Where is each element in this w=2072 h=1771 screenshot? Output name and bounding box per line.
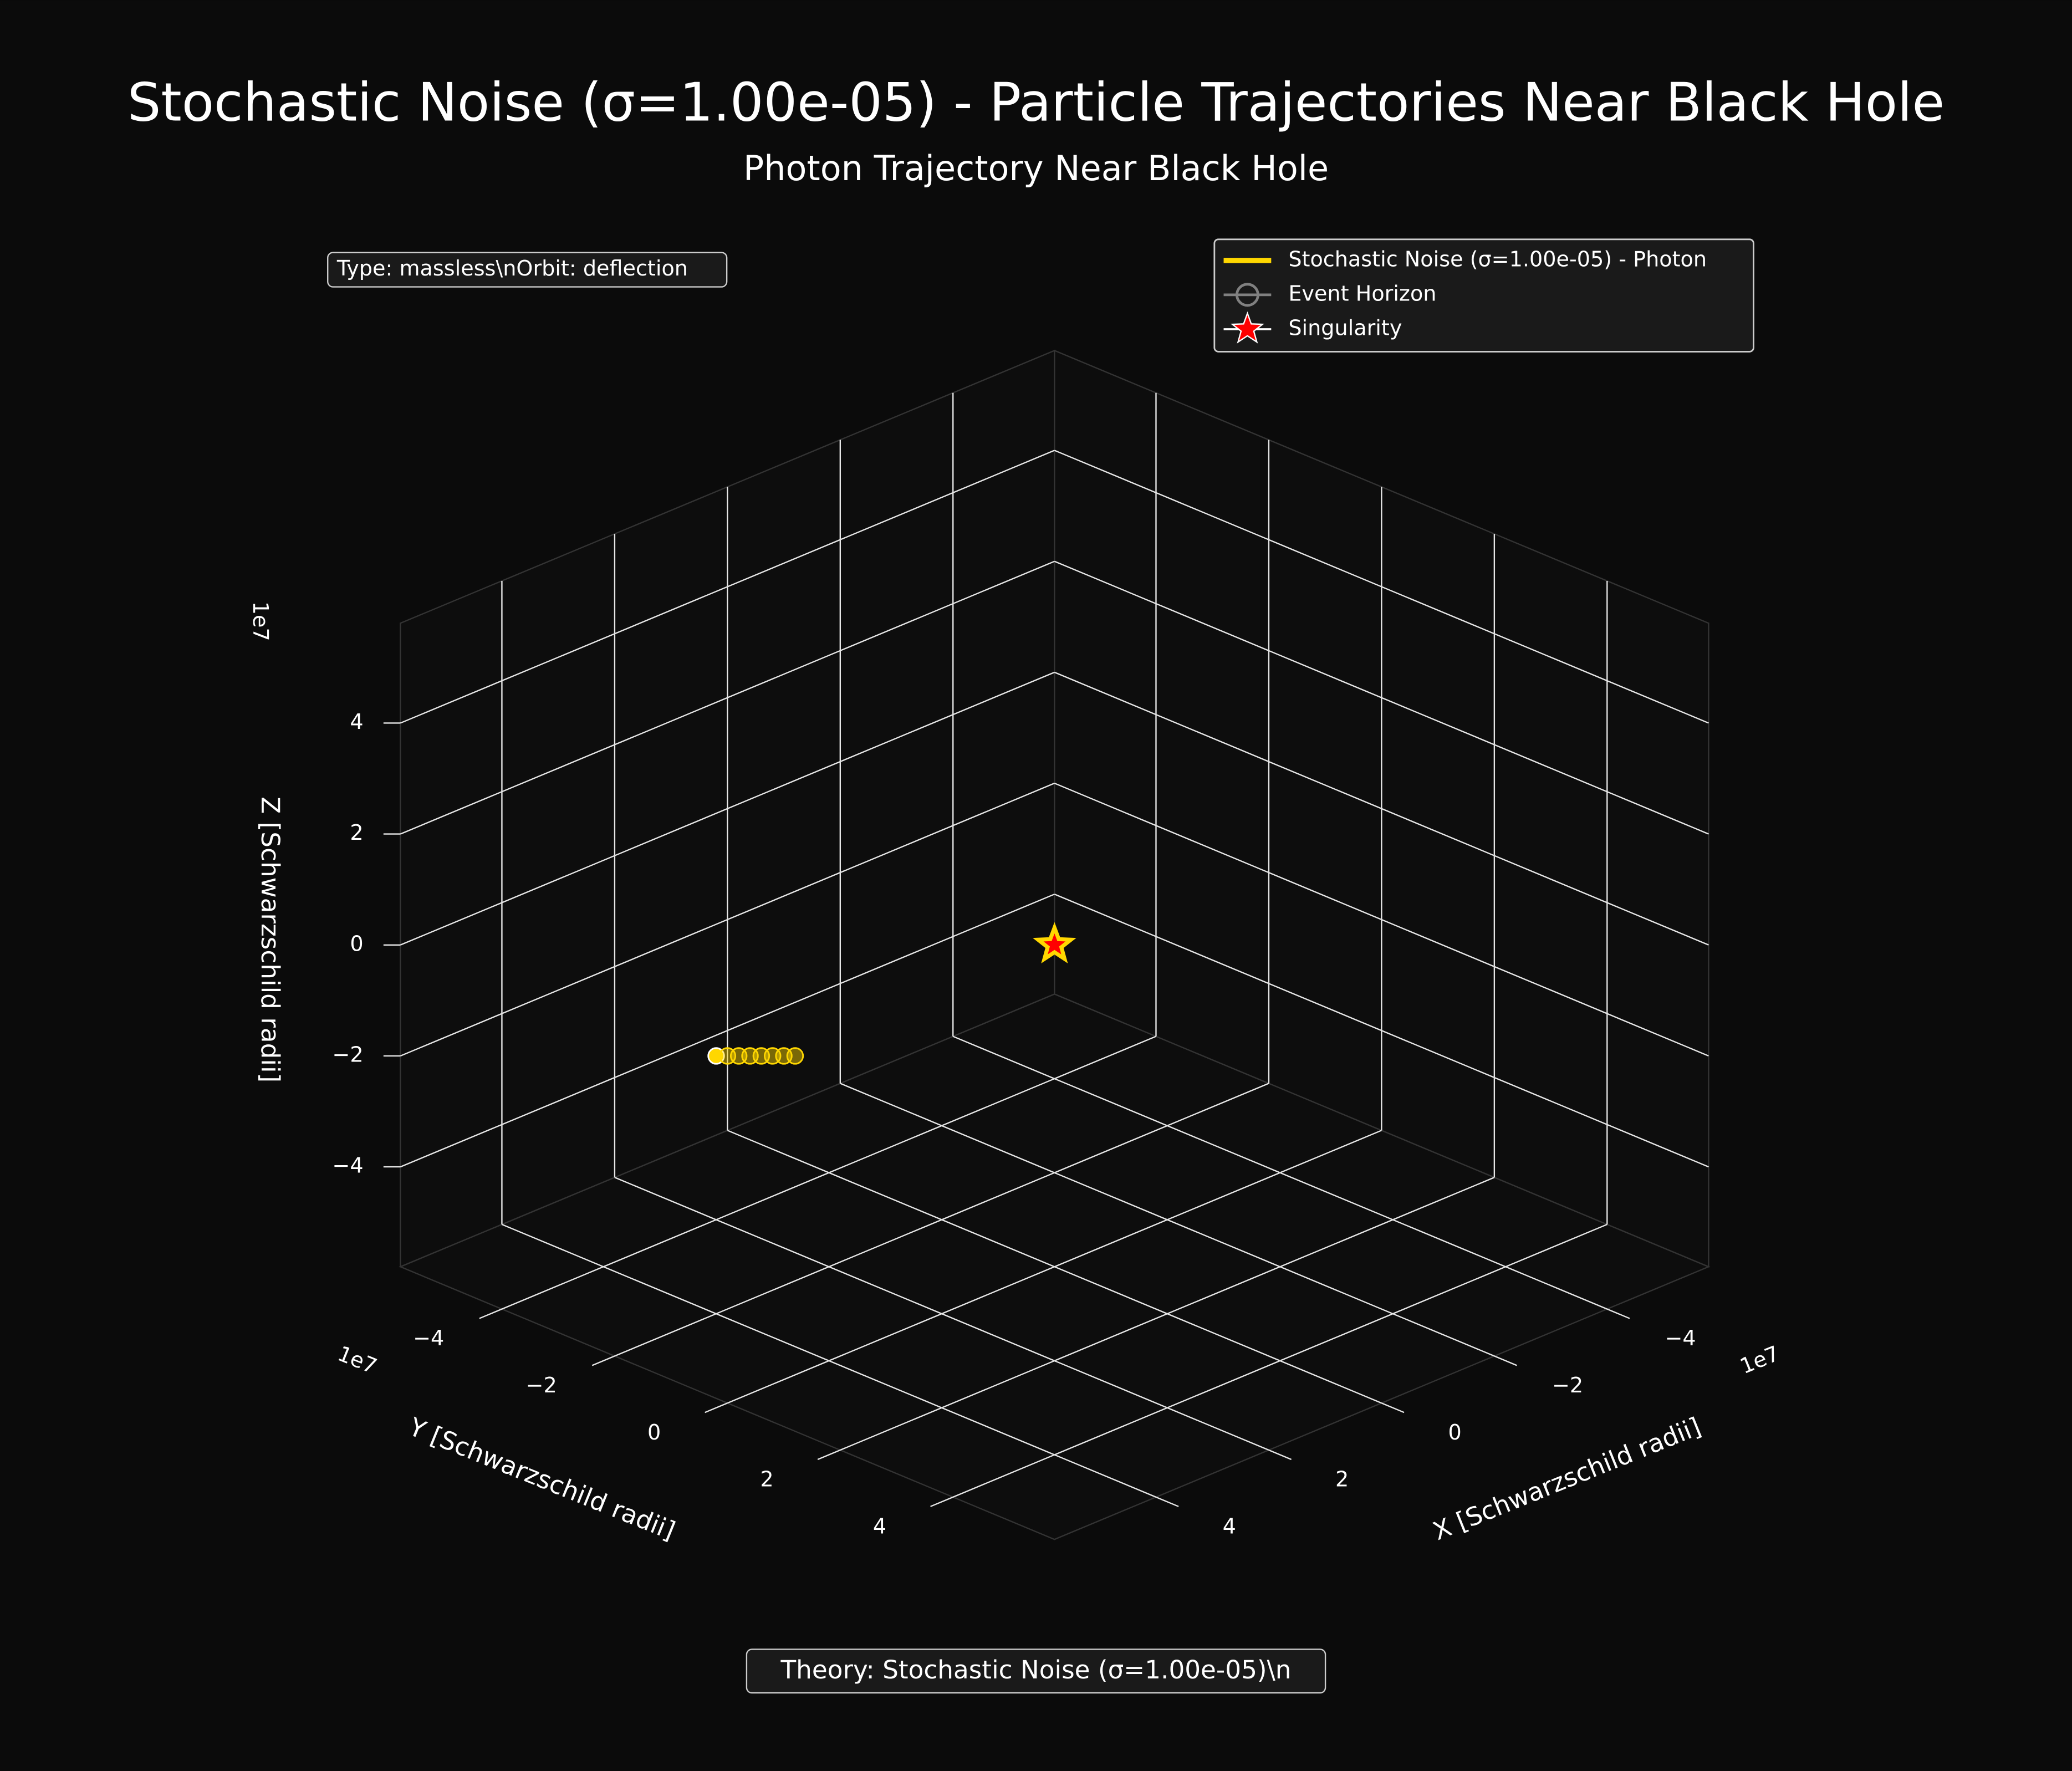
z-axis-label: Z [Schwarzschild radii] bbox=[256, 797, 285, 1083]
annotation: Type: massless\nOrbit: deflection bbox=[336, 256, 688, 280]
y-tick-label: 2 bbox=[760, 1467, 773, 1492]
tick-mark bbox=[930, 1496, 953, 1507]
legend: Stochastic Noise (σ=1.00e-05) - Photon Ev… bbox=[1213, 238, 1754, 353]
tick-mark bbox=[591, 1355, 615, 1366]
tick-mark bbox=[1606, 1308, 1630, 1319]
grid-line bbox=[952, 1223, 1607, 1498]
tick-mark bbox=[1268, 1449, 1292, 1461]
grid-line bbox=[400, 560, 1055, 835]
x-tick-label: −4 bbox=[1665, 1326, 1696, 1350]
tick-mark bbox=[705, 1402, 728, 1413]
y-tick-label: −2 bbox=[526, 1373, 557, 1397]
grid-line bbox=[400, 671, 1055, 946]
tick-mark bbox=[817, 1449, 841, 1461]
annotation-box bbox=[327, 252, 728, 288]
grid-line bbox=[400, 894, 1055, 1168]
grid-line bbox=[1054, 671, 1709, 946]
grid-line bbox=[1054, 782, 1709, 1057]
grid-line bbox=[1054, 894, 1709, 1168]
legend-label: Event Horizon bbox=[1288, 281, 1436, 305]
x-tick-label: 0 bbox=[1448, 1420, 1462, 1445]
chart-subtitle: Photon Trajectory Near Black Hole bbox=[743, 148, 1329, 188]
z-tick-label: −2 bbox=[332, 1042, 363, 1066]
tick-mark bbox=[1494, 1355, 1518, 1366]
legend-label: Stochastic Noise (σ=1.00e-05) - Photon bbox=[1288, 247, 1707, 271]
legend-marker bbox=[1230, 311, 1264, 344]
grid-line bbox=[614, 1083, 1269, 1357]
grid-line bbox=[1054, 450, 1709, 724]
grid-line bbox=[501, 1035, 1156, 1310]
grid-line bbox=[400, 782, 1055, 1057]
annotation-box bbox=[746, 1648, 1326, 1694]
z-tick-label: 4 bbox=[350, 710, 363, 734]
chart-title: Stochastic Noise (σ=1.00e-05) - Particle… bbox=[127, 72, 1945, 133]
grid-line bbox=[727, 1130, 1382, 1404]
z-tick-label: 0 bbox=[350, 931, 363, 956]
y-tick-label: 4 bbox=[873, 1514, 886, 1538]
z-tick-label: −4 bbox=[332, 1154, 363, 1178]
grid-line bbox=[400, 450, 1055, 724]
annotation: Theory: Stochastic Noise (σ=1.00e-05)\n bbox=[780, 1655, 1291, 1685]
legend-box bbox=[1213, 238, 1754, 353]
grid-line bbox=[1054, 560, 1709, 835]
y-tick-label: −4 bbox=[413, 1326, 444, 1350]
singularity bbox=[1033, 922, 1076, 963]
y-tick-label: 0 bbox=[647, 1420, 661, 1445]
x-tick-label: 4 bbox=[1223, 1514, 1236, 1538]
z-tick-label: 2 bbox=[350, 820, 363, 845]
tick-mark bbox=[1381, 1402, 1405, 1413]
legend-marker bbox=[1235, 283, 1259, 307]
grid-line bbox=[840, 1177, 1495, 1451]
trajectory-point bbox=[786, 1047, 804, 1065]
legend-label: Singularity bbox=[1288, 315, 1402, 340]
tick-mark bbox=[479, 1308, 502, 1319]
tick-mark bbox=[1156, 1496, 1179, 1507]
axis-offset: 1e7 bbox=[248, 601, 273, 641]
x-tick-label: 2 bbox=[1335, 1467, 1349, 1492]
x-tick-label: −2 bbox=[1552, 1373, 1583, 1397]
